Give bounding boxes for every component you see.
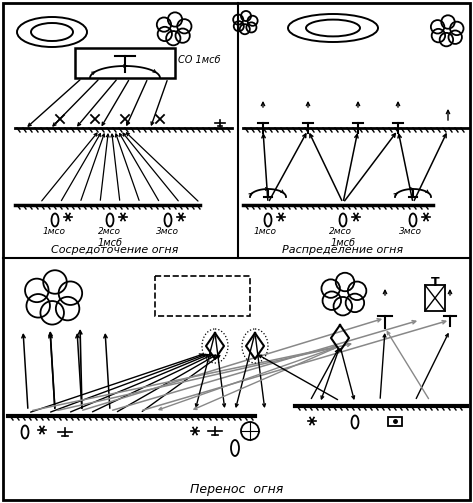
Bar <box>388 416 402 426</box>
Text: 2мсо: 2мсо <box>329 226 352 235</box>
Text: T: T <box>431 277 439 290</box>
Text: 1мсб: 1мсб <box>97 238 123 248</box>
Text: 2мсо: 2мсо <box>98 226 121 235</box>
Text: 3мсо: 3мсо <box>399 226 422 235</box>
Text: Сосредоточение огня: Сосредоточение огня <box>51 245 179 255</box>
Text: 1мсо: 1мсо <box>254 226 277 235</box>
Text: 1мсо: 1мсо <box>43 226 66 235</box>
Text: Перенос  огня: Перенос огня <box>190 483 284 496</box>
Text: Распределение огня: Распределение огня <box>282 245 403 255</box>
Text: CO 1мсб: CO 1мсб <box>178 55 220 65</box>
Bar <box>425 285 445 311</box>
Text: 3мсо: 3мсо <box>156 226 179 235</box>
Bar <box>75 48 175 78</box>
Bar <box>155 276 250 316</box>
Text: 1мсб: 1мсб <box>331 238 356 248</box>
